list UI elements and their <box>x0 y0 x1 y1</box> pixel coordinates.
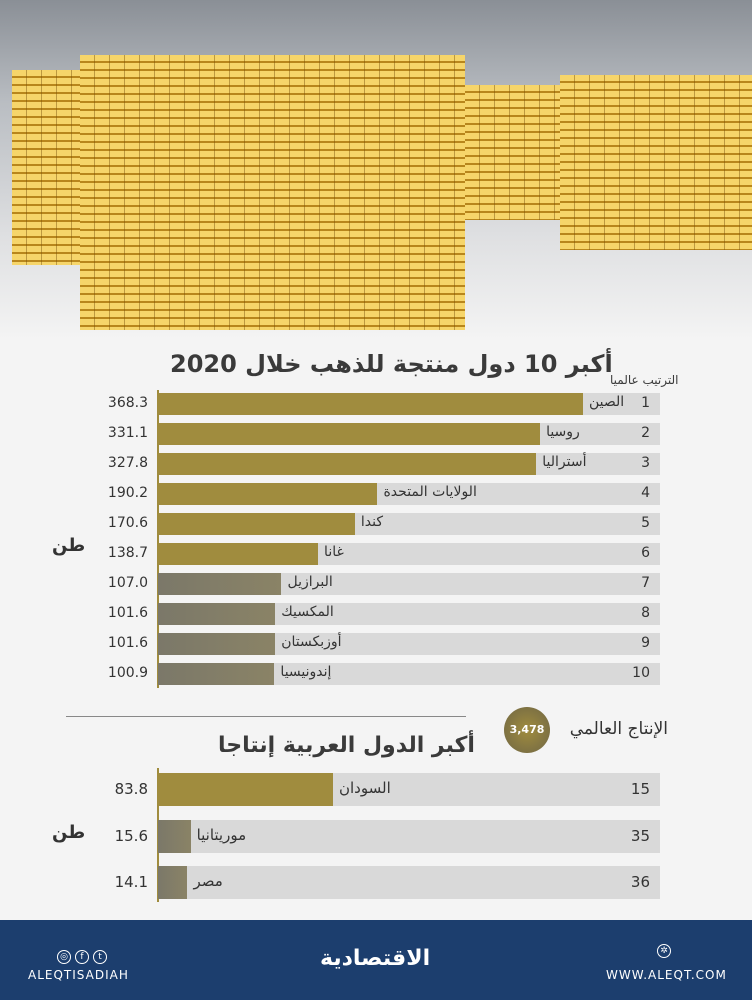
value-label: 190.2 <box>107 485 148 501</box>
value-label: 83.8 <box>114 780 148 798</box>
rank-header: الترتيب عالميا <box>610 373 679 387</box>
country-label: البرازيل <box>287 574 333 590</box>
axis-line <box>157 390 159 688</box>
bar <box>158 820 191 853</box>
bar-row: 5 كندا <box>158 513 660 535</box>
bar-row: 36 مصر <box>158 866 660 899</box>
value-label: 15.6 <box>114 827 148 845</box>
rank-label: 36 <box>630 873 650 891</box>
bar <box>158 866 188 899</box>
bar <box>158 393 583 415</box>
bar-row: 3 أستراليا <box>158 453 660 475</box>
bar-row: 35 موريتانيا <box>158 820 660 853</box>
country-label: أوزبكستان <box>281 634 342 650</box>
chart-title: أكبر 10 دول منتجة للذهب خلال 2020 <box>170 350 613 378</box>
rank-label: 7 <box>641 575 650 591</box>
country-label: السودان <box>339 779 391 797</box>
bar <box>158 543 319 565</box>
bar <box>158 453 537 475</box>
value-label: 368.3 <box>107 395 148 411</box>
country-label: كندا <box>360 514 383 530</box>
arab-chart-title: أكبر الدول العربية إنتاجا <box>218 733 475 758</box>
world-value-badge: 3,478 <box>504 707 550 753</box>
rank-label: 2 <box>641 425 650 441</box>
web-icon: ✲ <box>657 944 671 958</box>
rank-label: 15 <box>630 780 650 798</box>
gold-vault-image <box>0 0 752 340</box>
bar <box>158 663 275 685</box>
value-label: 138.7 <box>107 545 148 561</box>
bar <box>158 483 378 505</box>
social-icons: ◎ f t <box>55 944 109 964</box>
country-label: موريتانيا <box>196 826 247 844</box>
value-label: 101.6 <box>107 635 148 651</box>
divider <box>66 716 466 717</box>
country-label: غانا <box>324 544 344 560</box>
bar <box>158 603 276 625</box>
rank-label: 8 <box>641 605 650 621</box>
bar-row: 9 أوزبكستان <box>158 633 660 655</box>
world-production: 3,478 الإنتاج العالمي <box>504 707 668 755</box>
bar-row: 2 روسيا <box>158 423 660 445</box>
logo: الاقتصادية <box>320 946 431 971</box>
value-label: 331.1 <box>107 425 148 441</box>
arab-unit-label: طن <box>52 822 86 843</box>
bar <box>158 573 282 595</box>
value-label: 107.0 <box>107 575 148 591</box>
instagram-icon[interactable]: ◎ <box>57 950 71 964</box>
bar-row: 8 المكسيك <box>158 603 660 625</box>
rank-label: 1 <box>641 395 650 411</box>
country-label: أستراليا <box>542 454 587 470</box>
bar-row: 4 الولايات المتحدة <box>158 483 660 505</box>
rank-label: 6 <box>641 545 650 561</box>
bar-row: 6 غانا <box>158 543 660 565</box>
bar <box>158 773 333 806</box>
country-label: إندونيسيا <box>280 664 332 680</box>
facebook-icon[interactable]: f <box>75 950 89 964</box>
website-link[interactable]: WWW.ALEQT.COM <box>606 968 727 982</box>
bar <box>158 633 276 655</box>
country-label: روسيا <box>546 424 580 440</box>
value-label: 170.6 <box>107 515 148 531</box>
bar <box>158 423 541 445</box>
rank-label: 5 <box>641 515 650 531</box>
bar <box>158 513 355 535</box>
bar-row: 15 السودان <box>158 773 660 806</box>
bar-row: 7 البرازيل <box>158 573 660 595</box>
country-label: الولايات المتحدة <box>383 484 477 500</box>
country-label: مصر <box>193 872 223 890</box>
rank-label: 35 <box>630 827 650 845</box>
bar-row: 1 الصين <box>158 393 660 415</box>
value-label: 101.6 <box>107 605 148 621</box>
rank-label: 9 <box>641 635 650 651</box>
rank-label: 10 <box>632 665 650 681</box>
rank-label: 4 <box>641 485 650 501</box>
country-label: المكسيك <box>281 604 334 620</box>
rank-label: 3 <box>641 455 650 471</box>
value-label: 14.1 <box>114 873 148 891</box>
value-label: 100.9 <box>107 665 148 681</box>
footer: ◎ f t ALEQTISADIAH الاقتصادية ✲ WWW.ALEQT.… <box>0 920 752 1000</box>
bar-row: 10 إندونيسيا <box>158 663 660 685</box>
value-label: 327.8 <box>107 455 148 471</box>
country-label: الصين <box>589 394 625 410</box>
unit-label: طن <box>52 535 86 556</box>
twitter-icon[interactable]: t <box>93 950 107 964</box>
world-label: الإنتاج العالمي <box>569 719 668 739</box>
social-handle[interactable]: ALEQTISADIAH <box>28 968 129 982</box>
